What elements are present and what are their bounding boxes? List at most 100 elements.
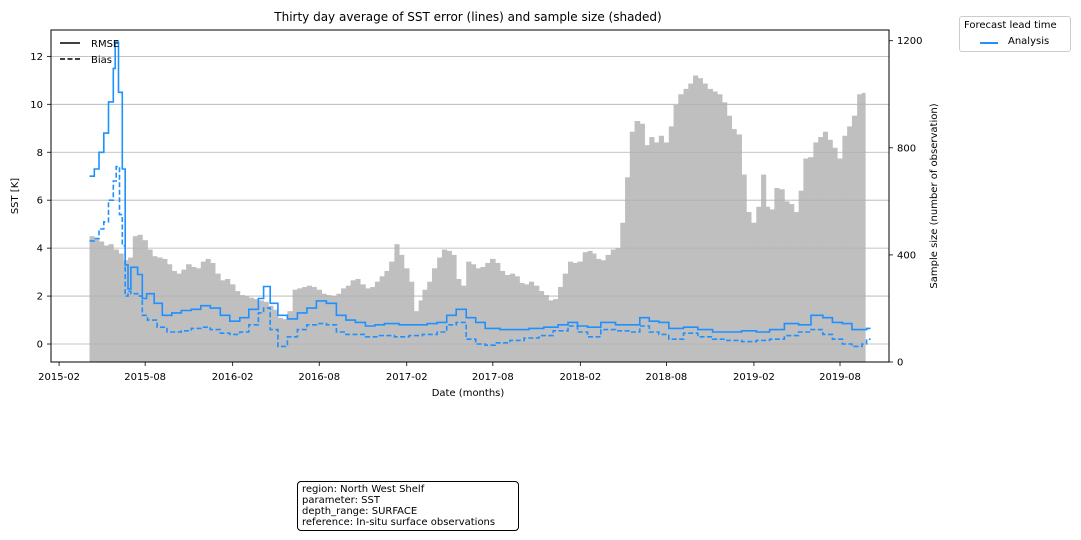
sample-size-bar (761, 174, 767, 362)
sample-size-bar (176, 273, 182, 362)
y-right-tick-label: 0 (897, 358, 903, 369)
y-tick-label: 10 (30, 100, 43, 111)
legend-label-analysis: Analysis (1008, 36, 1050, 47)
y-axis-right: 0 400 800 1200 (889, 36, 922, 369)
sample-size-bar (282, 319, 288, 362)
y-tick-label: 6 (37, 196, 43, 207)
sample-size-bar (605, 254, 612, 362)
forecast-lead-time-legend: Forecast lead time Analysis (959, 16, 1071, 52)
sample-size-bar (533, 285, 540, 362)
sample-size-bar (277, 317, 284, 362)
sample-size-bar (731, 129, 737, 362)
y-tick-label: 8 (37, 148, 43, 159)
x-tick-label: 2015-02 (38, 372, 80, 383)
sample-size-bar (253, 299, 259, 362)
sample-size-bar (316, 289, 323, 362)
sample-size-bar (200, 261, 206, 362)
sample-size-bar (263, 301, 269, 362)
x-axis: 2015-02 2015-08 2016-02 2016-08 2017-02 2017-… (38, 362, 861, 383)
sample-size-bar (292, 289, 298, 362)
sample-size-bar (658, 135, 664, 362)
sample-size-bar (639, 123, 645, 362)
x-tick-label: 2015-08 (124, 372, 166, 383)
sample-size-bar (842, 135, 848, 362)
x-tick-label: 2019-02 (733, 372, 775, 383)
sample-size-bar (629, 131, 635, 362)
sample-size-bar (297, 288, 303, 362)
metadata-parameter: parameter: SST (302, 495, 380, 506)
sample-size-bar (851, 115, 858, 362)
sample-size-bar (495, 262, 501, 362)
sample-size-bar (857, 94, 863, 363)
sample-size-bar (485, 262, 491, 362)
sample-size-bar (572, 262, 578, 362)
sample-size-bar (861, 92, 866, 362)
sample-size-bar (610, 249, 616, 362)
sample-size-bar (273, 309, 279, 362)
sample-size-bar (94, 238, 100, 362)
series-line-rmse (89, 41, 871, 333)
sample-size-bar (336, 293, 342, 362)
sample-size-bar (215, 273, 221, 362)
x-tick-label: 2016-08 (298, 372, 340, 383)
sample-size-bar (196, 268, 202, 362)
y-tick-label: 4 (37, 244, 43, 255)
sample-size-bar (108, 244, 114, 362)
sample-size-bar (673, 104, 679, 362)
sample-size-bar (832, 147, 838, 362)
sample-size-bar (596, 258, 602, 362)
sample-size-bar (181, 269, 187, 362)
sample-size-bar (345, 285, 352, 362)
sample-size-bar (702, 83, 708, 362)
sample-size-bar (562, 273, 569, 362)
sample-size-bar (654, 142, 660, 362)
sample-size-bar (620, 222, 626, 362)
sample-size-bar (592, 253, 597, 362)
sample-size-bar (403, 268, 410, 362)
sample-size-bar (678, 94, 684, 363)
sample-size-bar (326, 295, 332, 362)
sample-size-bar (784, 201, 790, 362)
sample-size-bar (437, 257, 443, 362)
sample-size-bar (422, 289, 428, 362)
metadata-depth-range: depth_range: SURFACE (302, 506, 418, 517)
sample-size-bar (162, 258, 168, 362)
sample-size-bar (644, 145, 650, 362)
legend-title: Forecast lead time (964, 20, 1057, 31)
sample-size-bar (475, 268, 481, 362)
plot-frame (50, 29, 890, 363)
sample-size-bar (827, 139, 833, 362)
sample-size-bar (389, 261, 395, 362)
sample-size-bar (769, 209, 775, 362)
sample-size-bar (822, 131, 829, 362)
sample-size-bar (229, 284, 236, 362)
sample-size-bar (171, 270, 177, 362)
sample-size-bar (89, 236, 95, 362)
y-tick-label: 12 (30, 52, 43, 63)
sample-size-bar (582, 252, 588, 362)
sample-size-bar (446, 250, 452, 362)
sample-size-bar (186, 264, 192, 362)
chart-title: Thirty day average of SST error (lines) … (273, 10, 661, 24)
sample-size-bar (431, 268, 438, 362)
sample-size-bar (239, 295, 245, 362)
sample-size-bar (693, 75, 699, 363)
sample-size-bar (331, 296, 337, 362)
sample-size-bar (712, 91, 718, 363)
legend-line-analysis (980, 42, 998, 44)
line-style-legend: RMSE Bias (60, 39, 119, 66)
x-tick-label: 2017-08 (472, 372, 514, 383)
sample-size-bar (600, 260, 606, 362)
sample-size-bar (258, 300, 264, 362)
sample-size-bar (751, 222, 757, 362)
sample-size-bar (157, 257, 163, 362)
sample-size-bar (355, 279, 361, 362)
sample-size-bar (489, 258, 496, 362)
x-tick-label: 2019-08 (819, 372, 861, 383)
sample-size-bar (451, 254, 457, 362)
y-right-tick-label: 1200 (897, 36, 922, 47)
sample-size-bar (793, 212, 800, 362)
sample-size-bar (191, 266, 197, 362)
y-right-tick-label: 800 (897, 143, 916, 154)
sample-size-bar (399, 254, 405, 362)
